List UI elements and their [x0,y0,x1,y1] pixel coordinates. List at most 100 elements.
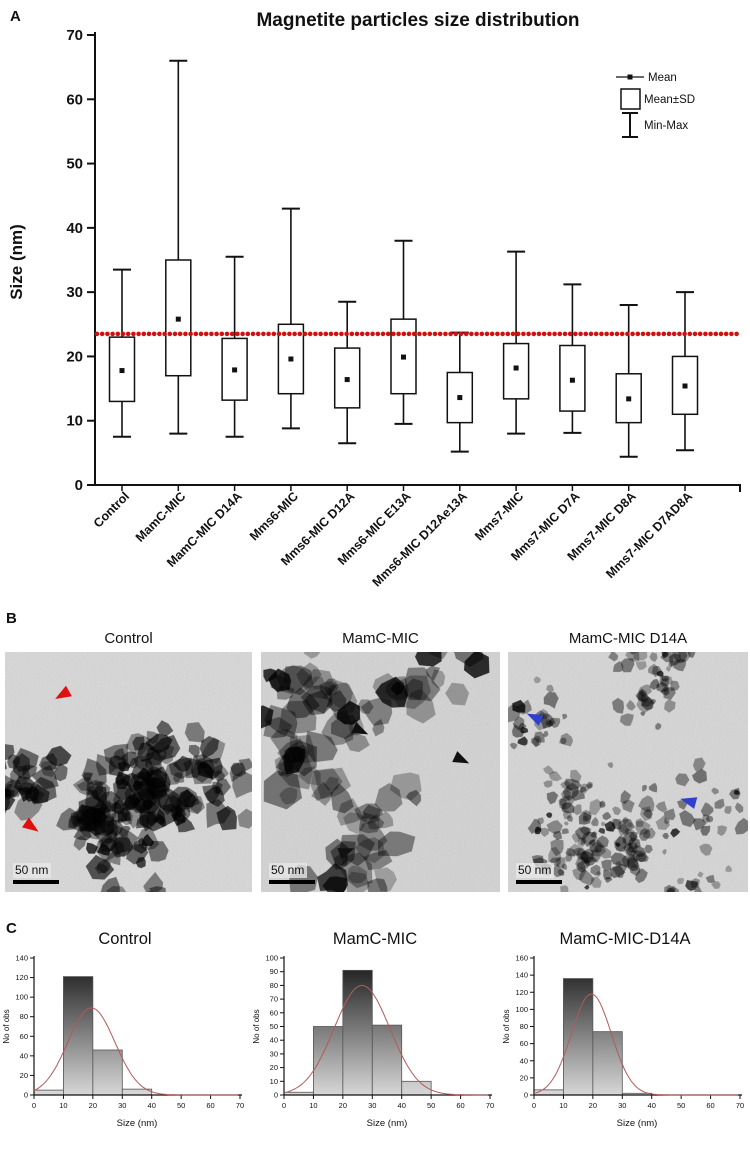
svg-text:100: 100 [15,993,28,1002]
svg-text:0: 0 [532,1101,536,1110]
scale-bar-label: 50 nm [269,863,307,878]
tem-title-mamc-mic-d14a: MamC-MIC D14A [508,630,748,652]
svg-text:70: 70 [736,1101,744,1110]
svg-text:20: 20 [520,1073,528,1082]
svg-text:60: 60 [520,1039,528,1048]
svg-text:60: 60 [20,1032,28,1041]
panel-b-label: B [6,610,17,627]
svg-text:0: 0 [282,1101,286,1110]
svg-text:Size (nm): Size (nm) [367,1118,408,1129]
svg-text:Min-Max: Min-Max [644,120,688,132]
svg-text:80: 80 [270,981,278,990]
svg-text:Size (nm): Size (nm) [117,1118,158,1129]
scale-bar: 50 nm [13,861,59,884]
svg-text:60: 60 [270,1008,278,1017]
svg-text:10: 10 [309,1101,317,1110]
svg-text:Mms6-MIC: Mms6-MIC [247,489,301,543]
tem-title-control: Control [5,630,252,652]
tem-figure-control: Control 50 nm [5,630,252,892]
svg-text:80: 80 [20,1012,28,1021]
svg-text:120: 120 [15,973,28,982]
svg-text:70: 70 [66,27,83,44]
svg-text:40: 40 [648,1101,656,1110]
svg-text:Size (nm): Size (nm) [617,1118,658,1129]
svg-text:20: 20 [89,1101,97,1110]
scale-bar-label: 50 nm [13,863,51,878]
svg-text:40: 40 [520,1056,528,1065]
svg-text:50: 50 [270,1022,278,1031]
svg-text:70: 70 [270,995,278,1004]
svg-text:50: 50 [427,1101,435,1110]
histogram-title-mamc-mic: MamC-MIC [250,930,500,950]
tem-figure-mamc-mic-d14a: MamC-MIC D14A 50 nm [508,630,748,892]
svg-text:20: 20 [270,1063,278,1072]
svg-text:10: 10 [559,1101,567,1110]
svg-text:30: 30 [618,1101,626,1110]
svg-text:20: 20 [339,1101,347,1110]
panel-b-tem-micrographs: B Control 50 nm MamC-MIC 50 nm MamC-MIC … [0,605,750,915]
svg-text:30: 30 [368,1101,376,1110]
svg-text:Mean: Mean [648,72,677,84]
svg-text:MamC-MIC: MamC-MIC [133,489,189,545]
svg-text:40: 40 [66,220,83,237]
svg-text:30: 30 [270,1049,278,1058]
svg-text:20: 20 [20,1071,28,1080]
svg-text:100: 100 [265,954,278,963]
svg-text:40: 40 [148,1101,156,1110]
svg-text:No of obs: No of obs [2,1009,11,1043]
svg-text:50: 50 [677,1101,685,1110]
svg-text:Size (nm): Size (nm) [7,224,26,300]
scale-bar-line [269,880,315,884]
histogram-title-control: Control [0,930,250,950]
histogram-chart-mamc-mic-d14a: 0 10 20 30 40 50 60 70 0 20 40 60 80 100 120 140 160 Size… [500,950,747,1146]
svg-text:0: 0 [75,477,83,494]
svg-text:10: 10 [270,1077,278,1086]
histogram-block-mamc-mic-d14a: MamC-MIC-D14A 0 10 20 30 40 50 60 70 0 20 40 60 80 10… [500,918,750,1151]
svg-text:50: 50 [177,1101,185,1110]
svg-text:120: 120 [515,988,528,997]
tem-image-mamc-mic: 50 nm [261,652,500,892]
svg-text:Mms6-MIC D12Ae13A: Mms6-MIC D12Ae13A [370,489,470,589]
svg-text:Magnetite particles size distr: Magnetite particles size distribution [256,10,579,31]
svg-text:0: 0 [524,1091,528,1100]
svg-text:Control: Control [91,489,132,530]
svg-text:60: 60 [66,91,83,108]
tem-figure-mamc-mic: MamC-MIC 50 nm [261,630,500,892]
boxplot-chart: Magnetite particles size distribution Siz… [0,0,750,600]
histogram-title-mamc-mic-d14a: MamC-MIC-D14A [500,930,750,950]
svg-text:30: 30 [66,284,83,301]
svg-text:10: 10 [66,413,83,430]
scale-bar-label: 50 nm [516,863,554,878]
tem-row: Control 50 nm MamC-MIC 50 nm MamC-MIC D1… [0,630,750,892]
svg-text:60: 60 [206,1101,214,1110]
svg-text:No of obs: No of obs [252,1009,261,1043]
svg-text:70: 70 [486,1101,494,1110]
scale-bar-line [13,880,59,884]
svg-text:140: 140 [515,971,528,980]
svg-text:0: 0 [24,1091,28,1100]
svg-text:80: 80 [520,1022,528,1031]
svg-text:140: 140 [15,954,28,963]
svg-text:40: 40 [20,1051,28,1060]
svg-text:0: 0 [274,1091,278,1100]
svg-text:100: 100 [515,1005,528,1014]
svg-text:70: 70 [236,1101,244,1110]
svg-text:90: 90 [270,967,278,976]
svg-text:160: 160 [515,954,528,963]
svg-text:40: 40 [398,1101,406,1110]
scale-bar: 50 nm [516,861,562,884]
svg-text:50: 50 [66,156,83,173]
svg-text:10: 10 [59,1101,67,1110]
tem-title-mamc-mic: MamC-MIC [261,630,500,652]
tem-image-mamc-mic-d14a: 50 nm [508,652,748,892]
scale-bar-line [516,880,562,884]
svg-text:20: 20 [589,1101,597,1110]
panel-c-label: C [6,920,17,937]
svg-text:60: 60 [706,1101,714,1110]
